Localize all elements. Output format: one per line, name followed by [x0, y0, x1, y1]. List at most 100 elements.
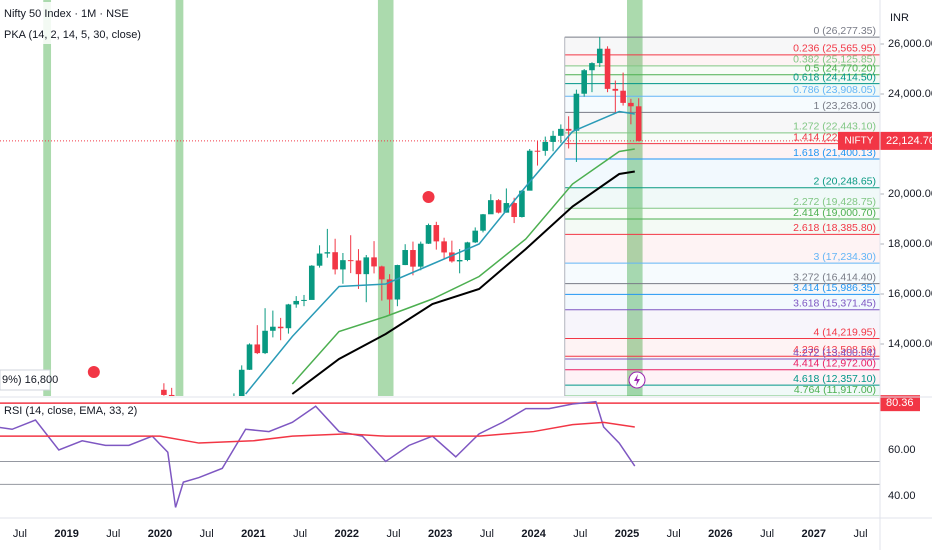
price-pane: 0 (26,277.35) 0.236 (25,565.95)0.382 (25,… — [0, 0, 880, 454]
candle-body — [308, 265, 315, 300]
fib-label: 0.236 (25,565.95) — [793, 43, 876, 55]
candle-body — [487, 200, 494, 215]
fib-label: 4.618 (12,357.10) — [793, 373, 876, 385]
candle-body — [604, 48, 611, 89]
fib-zone — [564, 37, 880, 55]
candle-body — [565, 128, 572, 131]
indicator-label: PKA (14, 2, 14, 5, 30, close) — [4, 29, 141, 41]
highlight-period — [43, 0, 52, 396]
candle-body — [340, 260, 346, 270]
x-tick-label: 2027 — [802, 528, 826, 540]
candle-body — [293, 300, 300, 305]
side-label: 9%) 16,800 — [2, 374, 58, 386]
rsi-upper-box — [880, 395, 920, 412]
fib-zone — [564, 112, 880, 133]
candle-body — [254, 344, 261, 354]
candle-body — [628, 102, 634, 107]
candle-body — [456, 260, 463, 262]
candle-body — [262, 330, 268, 354]
x-tick-label: 2025 — [615, 528, 639, 540]
x-tick-label: 2023 — [428, 528, 452, 540]
line-series — [291, 148, 635, 385]
symbol-title: Nifty 50 Index · 1M · NSE — [4, 8, 129, 20]
fib-label: 4.272 (13,400.04) — [793, 347, 876, 359]
x-tick-label: Jul — [200, 528, 214, 540]
candle-body — [394, 265, 401, 300]
side-label-box — [0, 369, 51, 391]
fib-zone — [564, 65, 880, 75]
fib-zone — [564, 83, 880, 97]
fib-zone — [564, 283, 880, 295]
fib-zone — [564, 132, 880, 144]
candle-body — [208, 417, 214, 436]
y-tick-label: 26,000.00 — [888, 38, 932, 50]
x-tick-label: 2019 — [54, 528, 78, 540]
candle-body — [246, 344, 253, 370]
candle-body — [635, 106, 642, 141]
fib-zone — [564, 356, 880, 359]
fib-zone — [564, 385, 880, 396]
candle-body — [301, 299, 307, 301]
candle-body — [410, 250, 416, 267]
x-tick-label: Jul — [106, 528, 120, 540]
candle-body — [526, 150, 533, 191]
legend-bg — [0, 2, 152, 44]
fib-label: 2.618 (18,385.80) — [793, 222, 876, 234]
fib-zone — [564, 338, 880, 357]
y-tick-label: 24,000.00 — [888, 88, 932, 100]
y-tick-label: 18,000.00 — [888, 238, 932, 250]
alert-bolt — [634, 374, 640, 386]
x-tick-label: 2026 — [708, 528, 732, 540]
candle-body — [503, 203, 510, 213]
currency: INR — [890, 12, 909, 24]
candle-body — [596, 48, 603, 64]
candle-body — [511, 203, 517, 217]
candle-body — [417, 243, 424, 267]
overlay: 26,000.00 24,000.00 20,000.00 18,000.00 16,0… — [13, 38, 932, 540]
fib-label: 3 (17,234.30) — [814, 251, 876, 263]
fib-zone — [564, 143, 880, 159]
fib-label: 3.272 (16,414.40) — [793, 271, 876, 283]
signal-dot — [87, 366, 100, 378]
fib-label: 0.5 (24,770.20) — [805, 63, 876, 75]
fib-label: 1 (23,263.00) — [814, 100, 876, 112]
last-price-box — [880, 131, 932, 150]
fib-label: 2.272 (19,428.75) — [793, 196, 876, 208]
signal-dot — [422, 191, 435, 203]
candle-body — [534, 150, 541, 152]
candle-body — [550, 135, 556, 142]
fib-zone — [564, 218, 880, 235]
x-tick-label: 2022 — [335, 528, 359, 540]
candle-body — [355, 260, 362, 275]
candle-body — [363, 257, 370, 275]
candle-body — [347, 260, 354, 262]
rsi-tick-label: 60.00 — [888, 444, 916, 456]
x-tick-label: Jul — [386, 528, 400, 540]
candle-body — [216, 409, 222, 417]
fib-label: 0.786 (23,908.05) — [793, 84, 876, 96]
y-tick-label: 16,000.00 — [888, 288, 932, 300]
candle-body — [386, 279, 393, 300]
rsi-band — [0, 461, 880, 485]
candle-body — [495, 200, 502, 213]
candle-body — [425, 225, 432, 244]
x-tick-label: Jul — [667, 528, 681, 540]
candle-body — [472, 230, 479, 243]
x-tick-label: 2021 — [241, 528, 265, 540]
fib-label: 3.618 (15,371.45) — [793, 297, 876, 309]
fib-label: 4.764 (11,917.00) — [794, 384, 876, 396]
candle-body — [449, 252, 455, 262]
fib-label: 4.236 (13,508.56) — [793, 344, 876, 356]
x-tick-label: Jul — [480, 528, 494, 540]
fib-label: 2.414 (19,000.70) — [793, 207, 876, 219]
candle-body — [200, 436, 206, 454]
fib-zone — [564, 294, 880, 310]
fib-zone — [564, 358, 880, 370]
line-series — [0, 400, 636, 508]
candle-body — [223, 409, 229, 413]
x-tick-label: Jul — [853, 528, 867, 540]
rsi-upper-label: 80.36 — [886, 397, 914, 409]
line-series — [0, 421, 635, 444]
candle-body — [441, 241, 447, 253]
